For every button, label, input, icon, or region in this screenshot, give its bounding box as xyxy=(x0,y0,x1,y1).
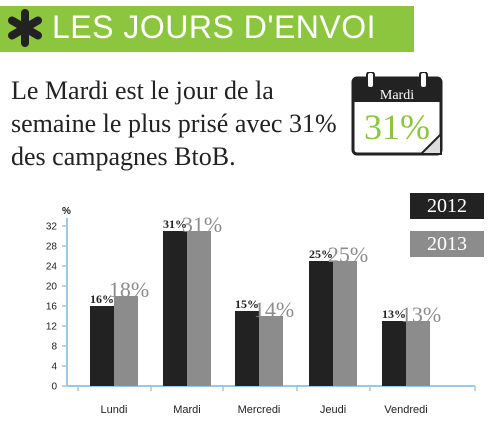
x-tick-label: Mercredi xyxy=(238,404,281,416)
y-tick-label: 0 xyxy=(51,382,57,393)
y-tick-label: 24 xyxy=(46,262,58,273)
data-label-2012: 25% xyxy=(309,247,333,261)
x-tick-label: Mardi xyxy=(173,404,201,416)
title-banner xyxy=(0,6,414,52)
asterisk-icon xyxy=(8,9,42,47)
bar-2012 xyxy=(309,261,333,386)
data-label-2013: 18% xyxy=(109,277,149,302)
bar-chart: 0 4 8 12 16 20 24 28 32 Lundi 16%18% Mardi 31%31% Mer… xyxy=(46,212,476,416)
bar-2013 xyxy=(333,261,357,386)
data-label-2012: 13% xyxy=(382,307,406,321)
data-label-2013: 31% xyxy=(182,212,222,237)
data-label-2012: 16% xyxy=(90,292,114,306)
calendar-icon xyxy=(351,72,443,156)
bar-2012 xyxy=(235,311,259,386)
y-tick-label: 4 xyxy=(51,362,57,373)
x-tick-label: Lundi xyxy=(101,404,128,416)
y-tick-label: 16 xyxy=(46,302,58,313)
y-tick-label: 20 xyxy=(46,282,58,293)
data-label-2013: 14% xyxy=(254,297,294,322)
bar-2012 xyxy=(163,231,187,386)
y-tick-label: 8 xyxy=(51,342,57,353)
legend-2013: 2013 xyxy=(410,231,484,257)
data-label-2012: 31% xyxy=(163,217,187,231)
x-tick-label: Jeudi xyxy=(320,404,346,416)
data-label-2013: 13% xyxy=(401,302,441,327)
bar-2013 xyxy=(406,321,430,386)
calendar-day: Mardi xyxy=(379,88,415,103)
headline-text: Le Mardi est le jour de la semaine le pl… xyxy=(11,76,337,171)
y-axis-unit: % xyxy=(62,206,71,217)
calendar-percentage: 31% xyxy=(364,107,430,147)
y-tick-label: 12 xyxy=(46,322,58,333)
page-title: LES JOURS D'ENVOI xyxy=(52,9,377,45)
bar-2012 xyxy=(382,321,406,386)
bar-2013 xyxy=(114,296,138,386)
y-tick-label: 28 xyxy=(46,242,58,253)
y-tick-label: 32 xyxy=(46,222,58,233)
data-label-2012: 15% xyxy=(235,297,259,311)
bar-2012 xyxy=(90,306,114,386)
x-tick-label: Vendredi xyxy=(384,404,427,416)
data-label-2013: 25% xyxy=(328,242,368,267)
bar-2013 xyxy=(187,231,211,386)
bar-2013 xyxy=(259,316,283,386)
legend-2012: 2012 xyxy=(410,193,484,219)
